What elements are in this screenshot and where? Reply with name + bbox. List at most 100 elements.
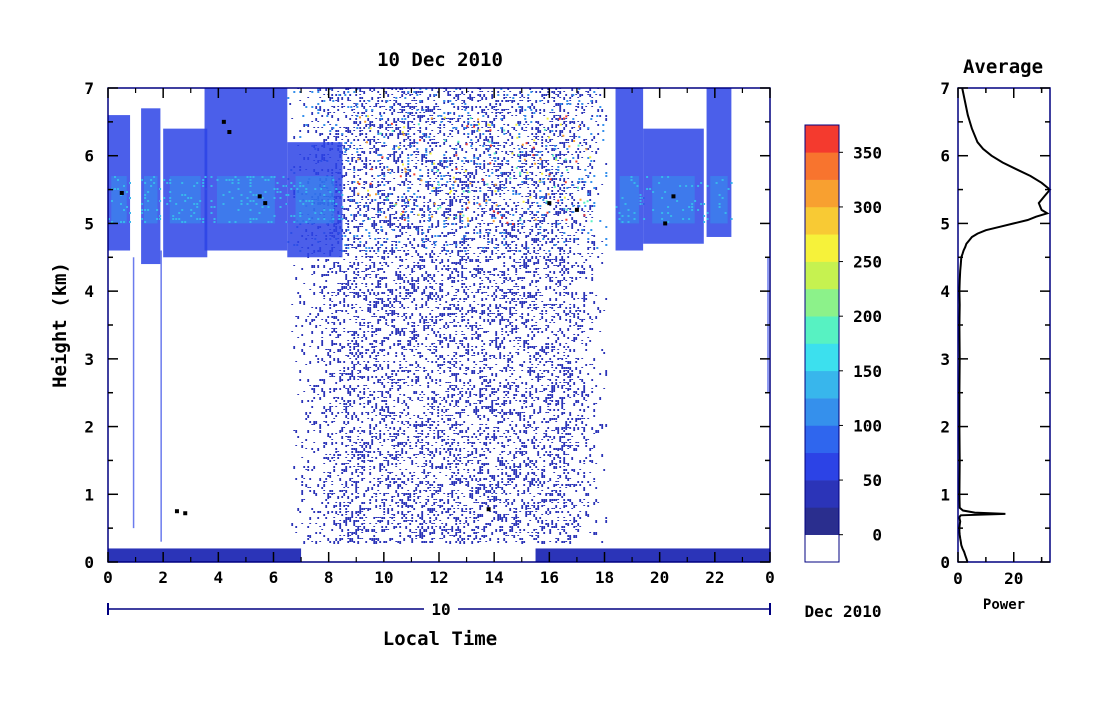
cloud-speckle (163, 179, 208, 223)
black-mark (227, 130, 232, 135)
x-tick-label: 16 (540, 568, 559, 587)
average-x-tick-labels: 0 20 (953, 569, 1023, 588)
date-bar-month-year: Dec 2010 (804, 602, 881, 621)
x-tick-label: 20 (650, 568, 669, 587)
heatmap-y-tick-labels: 0 1 2 3 4 5 6 7 (84, 79, 94, 572)
colorbar-label: 300 (853, 198, 882, 217)
colorbar-frame (804, 124, 840, 563)
x-tick-label: 10 (374, 568, 393, 587)
y-tick-label: 3 (84, 350, 94, 369)
heatmap-title: 10 Dec 2010 (377, 49, 503, 71)
colorbar-cell (805, 507, 839, 535)
colorbar-cell (805, 152, 839, 180)
average-y-tick-label: 2 (940, 418, 950, 437)
cloud-region (163, 128, 208, 258)
colorbar-cell (805, 288, 839, 317)
cloud-region-fill (615, 88, 644, 251)
heatmap-y-axis-label: Height (km) (49, 262, 71, 388)
heatmap-panel: 10 Dec 2010 0 2 4 6 8 10 12 14 16 18 20 22 0 0123456… (49, 49, 882, 650)
strong-echo-dots (367, 115, 592, 220)
cloud-speckle (287, 179, 344, 223)
noise-speckle-light (287, 88, 608, 252)
black-mark (257, 194, 262, 199)
colorbar-cell (805, 480, 839, 508)
date-bar-label-gap (424, 600, 458, 618)
average-x-axis-label: Power (983, 597, 1025, 613)
black-mark (574, 207, 579, 212)
colorbar: 350 300 250 200 150 100 50 0 (804, 124, 882, 563)
heatmap-x-axis-label: Local Time (383, 628, 497, 650)
x-tick-label: 14 (485, 568, 504, 587)
average-y-tick-labels: 0 1 2 3 4 5 6 7 (940, 79, 950, 572)
colorbar-cell (805, 316, 839, 344)
average-title: Average (963, 56, 1043, 78)
date-bar: 10 Dec 2010 (107, 600, 882, 621)
surface-layer (108, 548, 302, 562)
average-panel: Average 0 1 2 3 4 5 6 7 0 20 Power (940, 56, 1052, 613)
colorbar-label: 250 (853, 253, 882, 272)
colorbar-cell (805, 206, 839, 235)
colorbar-cell (805, 425, 839, 454)
black-mark (663, 221, 668, 226)
colorbar-label: 200 (853, 307, 882, 326)
colorbar-cells (805, 125, 839, 563)
surface-layer (535, 548, 770, 562)
cloud-region (706, 88, 733, 237)
average-x-tick-label: 0 (953, 569, 963, 588)
heatmap-x-tick-labels: 0 2 4 6 8 10 12 14 16 18 20 22 0 (103, 568, 775, 587)
average-y-tick-label: 4 (940, 282, 950, 301)
y-tick-label: 4 (84, 282, 94, 301)
x-tick-label: 4 (214, 568, 224, 587)
colorbar-cell (805, 125, 839, 153)
cloud-region-fill (204, 88, 288, 251)
x-tick-label: 6 (269, 568, 279, 587)
black-mark (263, 201, 268, 206)
cloud-core (216, 176, 275, 224)
average-y-tick-label: 1 (940, 485, 950, 504)
x-tick-label: 8 (324, 568, 334, 587)
black-mark (547, 201, 552, 206)
vertical-streak (132, 257, 135, 529)
date-bar-day: 10 (431, 600, 450, 619)
cloud-core (169, 176, 201, 224)
colorbar-label: 0 (872, 526, 882, 545)
average-ticks (957, 87, 1050, 563)
x-tick-label: 12 (429, 568, 448, 587)
cloud-core (295, 176, 335, 224)
noise-speckle-dark (289, 88, 608, 544)
noise-speckle (287, 88, 608, 544)
x-tick-label: 0 (765, 568, 775, 587)
vertical-streak (160, 250, 162, 542)
colorbar-label: 350 (853, 143, 882, 162)
x-tick-label: 22 (705, 568, 724, 587)
heatmap-ticks (107, 87, 771, 563)
colorbar-cell (805, 534, 839, 563)
colorbar-cell (805, 234, 839, 262)
colorbar-label: 150 (853, 362, 882, 381)
cloud-region (643, 128, 706, 244)
y-tick-label: 6 (84, 147, 94, 166)
average-x-tick-label: 20 (1004, 569, 1023, 588)
y-tick-label: 1 (84, 485, 94, 504)
cloud-speckle (141, 176, 162, 223)
x-tick-label: 0 (103, 568, 113, 587)
black-mark (671, 194, 676, 199)
cloud-core (111, 176, 127, 224)
colorbar-label: 100 (853, 416, 882, 435)
black-mark (119, 190, 124, 195)
strong-echo-speckle (356, 115, 593, 226)
x-tick-label: 2 (158, 568, 168, 587)
y-tick-label: 0 (84, 553, 94, 572)
black-mark (221, 119, 226, 124)
average-background (958, 88, 1050, 562)
cloud-region (108, 115, 131, 251)
average-y-tick-label: 7 (940, 79, 950, 98)
x-tick-label: 18 (595, 568, 614, 587)
cloud-region (615, 88, 645, 251)
colorbar-cell (805, 452, 839, 481)
average-y-tick-label: 5 (940, 214, 950, 233)
colorbar-cell (805, 261, 839, 290)
cloud-core (619, 176, 639, 224)
y-tick-label: 7 (84, 79, 94, 98)
